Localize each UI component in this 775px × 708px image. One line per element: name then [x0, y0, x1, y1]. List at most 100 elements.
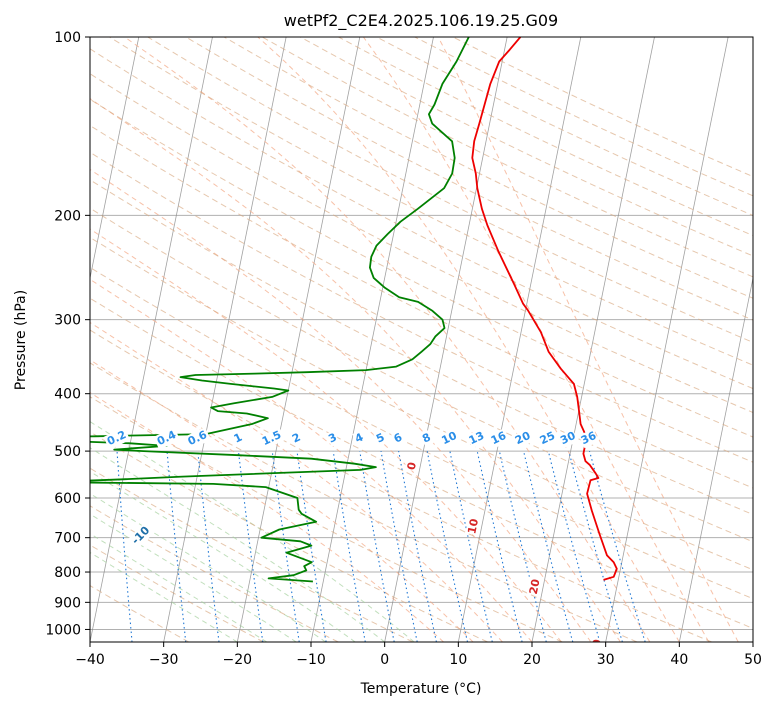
moist-adiabat — [90, 421, 415, 642]
chart-title: wetPf2_C2E4.2025.106.19.25.G09 — [284, 11, 558, 31]
y-tick-label: 1000 — [45, 622, 81, 638]
dry-adiabat — [147, 37, 753, 343]
y-tick-label: 400 — [54, 387, 81, 403]
moist-adiabat — [124, 37, 651, 642]
mixing-ratio-line — [237, 451, 264, 642]
mixing-ratio-label-bg — [391, 430, 406, 447]
moist-adiabat — [90, 513, 297, 642]
mixing-ratio-line — [332, 451, 366, 642]
dewpoint-profile-line — [90, 37, 470, 583]
isotherm-label: 30 — [588, 638, 604, 656]
y-axis-label: Pressure (hPa) — [13, 290, 29, 390]
isotherm-label-bg — [404, 460, 421, 472]
y-tick-label: 300 — [54, 313, 81, 329]
mixing-ratio-label-bg — [488, 428, 509, 449]
dry-adiabat — [414, 37, 753, 197]
mixing-ratio-label: 16 — [489, 429, 509, 447]
isotherm-line — [531, 37, 655, 642]
x-tick-label: −20 — [223, 652, 253, 668]
moist-adiabat — [90, 447, 385, 642]
mixing-ratio-label: 20 — [513, 429, 533, 447]
isotherm-line — [0, 37, 65, 642]
mixing-ratio-line — [547, 450, 601, 642]
mixing-ratio-label-bg — [419, 430, 434, 447]
mixing-ratio-label-bg — [184, 427, 211, 450]
x-tick-label: 10 — [449, 652, 467, 668]
dry-adiabat — [90, 505, 339, 642]
x-tick-label: 50 — [744, 652, 762, 668]
x-tick-label: 20 — [523, 652, 541, 668]
isotherm-line — [90, 37, 140, 281]
temperature-profile-line — [471, 37, 618, 581]
mixing-ratio-label: 25 — [538, 429, 557, 447]
dry-adiabat — [90, 297, 753, 629]
y-tick-label: 800 — [54, 565, 81, 581]
dry-adiabat-label-bg — [0, 472, 6, 498]
mixing-ratio-label-bg — [352, 430, 367, 447]
mixing-ratio-label-bg — [373, 430, 388, 447]
mixing-ratio-line — [476, 450, 523, 642]
mixing-ratio-label: 10 — [439, 429, 459, 447]
mixing-ratio-label-bg — [153, 427, 181, 450]
mixing-ratio-line — [197, 451, 220, 642]
dry-adiabat — [90, 362, 638, 642]
dry-adiabat-label-bg — [127, 522, 155, 549]
mixing-ratio-line — [271, 451, 300, 642]
x-tick-label: 40 — [670, 652, 688, 668]
dry-adiabat — [90, 151, 753, 489]
dry-adiabat — [90, 329, 712, 642]
mixing-ratio-label-bg — [512, 428, 534, 449]
dry-adiabat — [90, 396, 563, 642]
mixing-ratio-line — [449, 450, 493, 642]
mixing-ratio-line — [380, 451, 418, 642]
isotherm-line — [752, 639, 753, 642]
moist-adiabat — [90, 228, 562, 642]
moist-adiabat — [90, 470, 356, 642]
x-tick-label: −10 — [296, 652, 326, 668]
y-tick-label: 100 — [54, 30, 81, 46]
mixing-ratio-label-bg — [557, 428, 579, 449]
dry-adiabat — [90, 544, 264, 642]
mixing-ratio-label-bg — [258, 427, 286, 450]
mixing-ratio-line — [426, 450, 469, 642]
dry-adiabat — [90, 124, 753, 463]
mixing-ratio-line — [166, 451, 187, 642]
moist-adiabat — [437, 37, 739, 642]
isotherm-line — [90, 37, 213, 642]
mixing-ratio-label-bg — [466, 428, 487, 449]
moist-adiabat — [90, 392, 444, 642]
mixing-ratio-line — [568, 450, 623, 642]
y-tick-label: 600 — [54, 491, 81, 507]
dry-adiabat — [90, 48, 753, 390]
mixing-ratio-line — [116, 451, 133, 642]
y-tick-label: 200 — [54, 208, 81, 224]
y-tick-label: 500 — [54, 444, 81, 460]
dry-adiabat — [223, 37, 753, 299]
x-tick-label: −40 — [75, 652, 105, 668]
dry-adiabat — [90, 431, 488, 642]
dry-adiabat — [90, 236, 753, 571]
y-tick-label: 900 — [54, 595, 81, 611]
mixing-ratio-line — [359, 451, 395, 642]
dry-adiabat — [90, 207, 753, 543]
moist-adiabat — [90, 168, 592, 642]
dry-adiabat — [90, 266, 753, 600]
plot-frame — [89, 36, 754, 643]
moist-adiabat — [90, 492, 326, 642]
x-tick-label: 30 — [597, 652, 615, 668]
mixing-ratio-label-bg — [325, 430, 340, 447]
mixing-ratio-label: 36 — [579, 429, 599, 447]
dry-adiabat — [185, 37, 753, 321]
mixing-ratio-label-bg — [537, 428, 558, 449]
isotherm-label-bg — [465, 517, 483, 536]
isotherm-line — [163, 37, 287, 642]
isotherm-label: 10 — [465, 517, 481, 535]
mixing-ratio-label-bg — [231, 430, 246, 447]
mixing-ratio-label-bg — [289, 430, 304, 447]
isotherm-line — [605, 37, 729, 642]
mixing-ratio-label-bg — [103, 427, 131, 450]
moist-adiabat — [90, 97, 621, 642]
isotherm-label-bg — [526, 577, 544, 596]
isotherm-line — [384, 37, 508, 642]
